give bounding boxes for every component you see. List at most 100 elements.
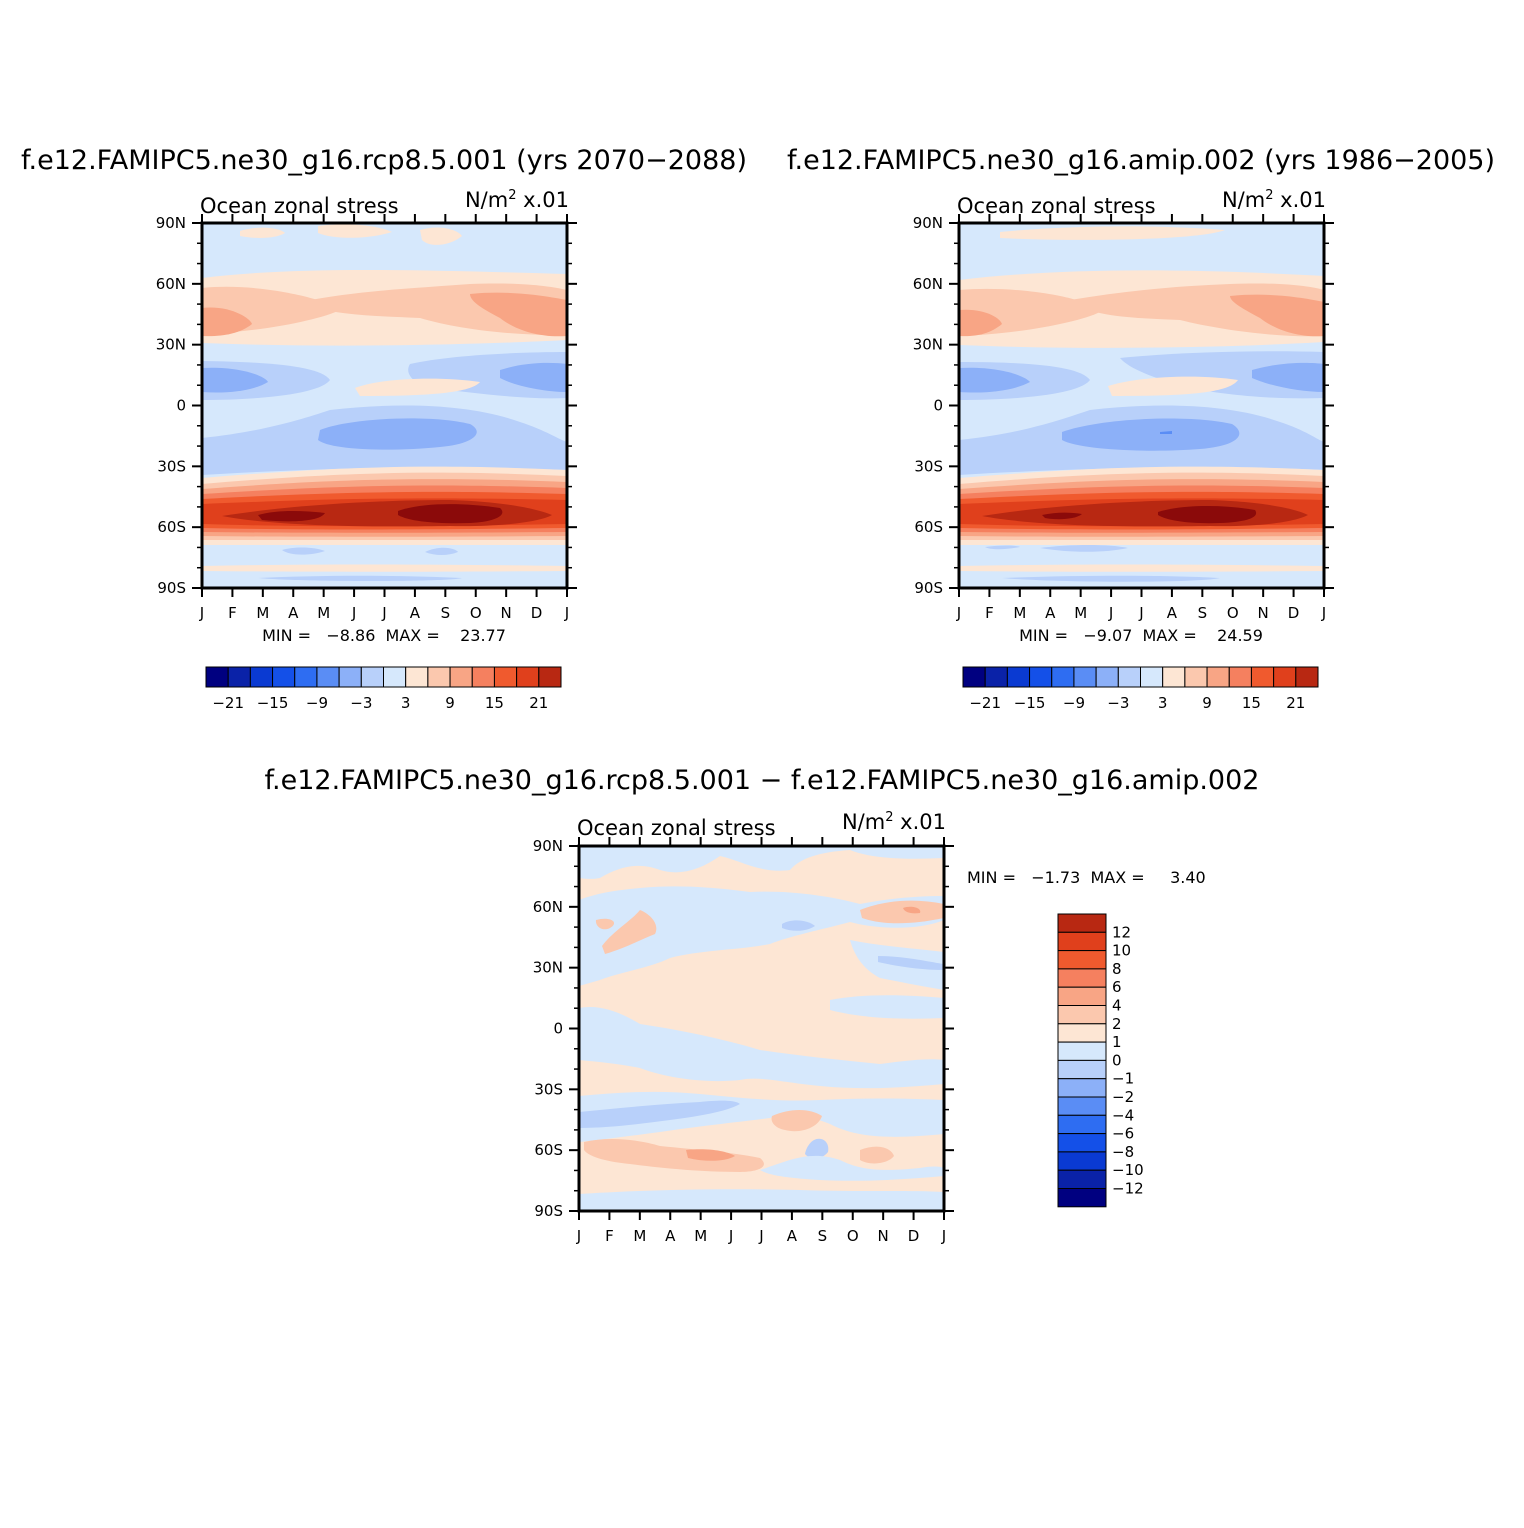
rcp-x-tick-label: S [441,604,451,622]
rcp-x-tick-label: J [564,604,569,622]
rcp-x-tick-label: A [410,604,421,622]
diff-pos-60s [584,1139,764,1172]
amip-polar-neg-2 [1040,545,1128,552]
rcp-colorbar-label: 15 [485,694,504,712]
rcp-colorbar-swatch [427,666,451,688]
rcp-y-tick-label: 60N [156,275,186,293]
rcp-x-tick-label: J [351,604,356,622]
diff-x-tick-label: J [758,1227,763,1245]
rcp-colorbar-swatch [538,666,562,688]
diff-pos-north-3 [860,900,944,924]
rcp-colorbar-label: −15 [257,694,289,712]
diff-field-label: Ocean zonal stress [577,816,776,840]
amip-north-pos-max-l [959,309,1002,337]
amip-colorbar-label: −15 [1014,694,1046,712]
diff-pos-north-4 [903,906,921,914]
amip-title: f.e12.FAMIPC5.ne30_g16.amip.002 (yrs 198… [787,145,1495,176]
diff-colorbar-label: 2 [1112,1015,1122,1033]
rcp-x-tick-label: M [317,604,330,622]
amip-tropic-neg-band-r [1120,351,1324,399]
amip-y-tick-label: 60N [913,275,943,293]
diff-neg-eq-1 [579,1006,944,1089]
amip-colorbar-label: 21 [1286,694,1305,712]
amip-colorbar-swatch [1073,666,1097,688]
diff-units-label: N/m2 x.01 [842,810,946,834]
diff-neg-north-core-1 [782,920,815,931]
amip-x-tick-label: S [1198,604,1208,622]
diff-axis-ticks [569,837,954,1220]
diff-y-tick-label: 60N [533,898,563,916]
rcp-x-tick-label: N [501,604,512,622]
diff-colorbar-label: −1 [1112,1070,1134,1088]
rcp-colorbar-label: −9 [306,694,328,712]
amip-colorbar-swatch [1295,666,1319,688]
amip-north-pos-max-r [1230,294,1324,337]
diff-colorbar-label: −8 [1112,1143,1134,1161]
rcp-colorbar-label: −21 [212,694,244,712]
rcp-jet-max-r [398,504,503,524]
rcp-colorbar-swatch [493,666,518,688]
rcp-colorbar-swatch [449,666,473,688]
amip-small-min-spot [1160,431,1172,434]
diff-colorbar-swatch [1057,1023,1107,1043]
amip-colorbar-label: −21 [969,694,1001,712]
rcp-y-tick-label: 30N [156,336,186,354]
diff-colorbar-label: 1 [1112,1033,1122,1051]
rcp-y-tick-label: 60S [157,518,186,536]
diff-colorbar-swatch [1057,968,1107,988]
amip-colorbar-swatch [984,666,1008,688]
diff-y-tick-label: 0 [553,1020,563,1038]
diff-colorbar-swatch [1057,1096,1107,1116]
diff-neg-polar [579,1189,944,1211]
amip-y-tick-label: 30N [913,336,943,354]
diff-y-tick-label: 30N [533,959,563,977]
diff-neg-north-core-2 [878,956,944,970]
amip-colorbar-label: 3 [1158,694,1168,712]
rcp-y-tick-labels: 90S 60S 30S 0 30N 60N 90N [156,214,186,597]
rcp-x-tick-label: J [381,604,386,622]
diff-colorbar-swatch [1057,1041,1107,1061]
diff-x-tick-label: O [847,1227,859,1245]
diff-colorbar-label: −4 [1112,1106,1134,1124]
amip-colorbar-swatch [1206,666,1230,688]
diff-x-tick-label: A [787,1227,798,1245]
amip-polar-pos [959,564,1324,572]
diff-x-tick-label: A [665,1227,676,1245]
diff-contour-field [579,846,944,1211]
diff-min-max: MIN = −1.73 MAX = 3.40 [967,868,1206,887]
rcp-x-tick-label: M [256,604,269,622]
panel-diff: f.e12.FAMIPC5.ne30_g16.rcp8.5.001 − f.e1… [265,765,1260,1245]
diff-colorbar-label: 4 [1112,997,1122,1015]
amip-colorbar-swatch [1117,666,1141,688]
amip-equator-pos-patch [1108,376,1238,396]
amip-x-tick-label: J [1138,604,1143,622]
amip-colorbar-swatch [1006,666,1031,688]
amip-colorbar-label: −9 [1063,694,1085,712]
rcp-colorbar-swatch [360,666,384,688]
amip-field-label: Ocean zonal stress [957,194,1156,218]
amip-colorbar-swatch [1273,666,1297,688]
diff-x-tick-label: S [818,1227,828,1245]
amip-colorbar: −21 −15 −9 −3 3 9 15 21 [962,666,1319,712]
amip-jet-max-r [1158,506,1257,524]
rcp-colorbar-swatch [272,666,296,688]
amip-colorbar-swatch [1140,666,1164,688]
diff-x-tick-label: J [576,1227,581,1245]
diff-units-scale: x.01 [894,810,947,834]
diff-colorbar-swatch [1057,950,1107,970]
amip-colorbar-swatch [1228,666,1252,688]
rcp-x-tick-label: J [199,604,204,622]
diff-colorbar-label: 6 [1112,978,1122,996]
rcp-y-tick-label: 30S [157,457,186,475]
rcp-colorbar-swatch [338,666,362,688]
rcp-y-tick-label: 0 [176,397,186,415]
amip-units-scale: x.01 [1274,188,1327,212]
rcp-jet-max-l [258,510,325,522]
diff-colorbar-swatch [1057,1133,1107,1153]
amip-colorbar-swatch [1095,666,1119,688]
diff-colorbar-swatch [1057,1114,1107,1135]
rcp-colorbar-swatch [471,666,495,688]
diff-y-tick-label: 90S [534,1202,563,1220]
